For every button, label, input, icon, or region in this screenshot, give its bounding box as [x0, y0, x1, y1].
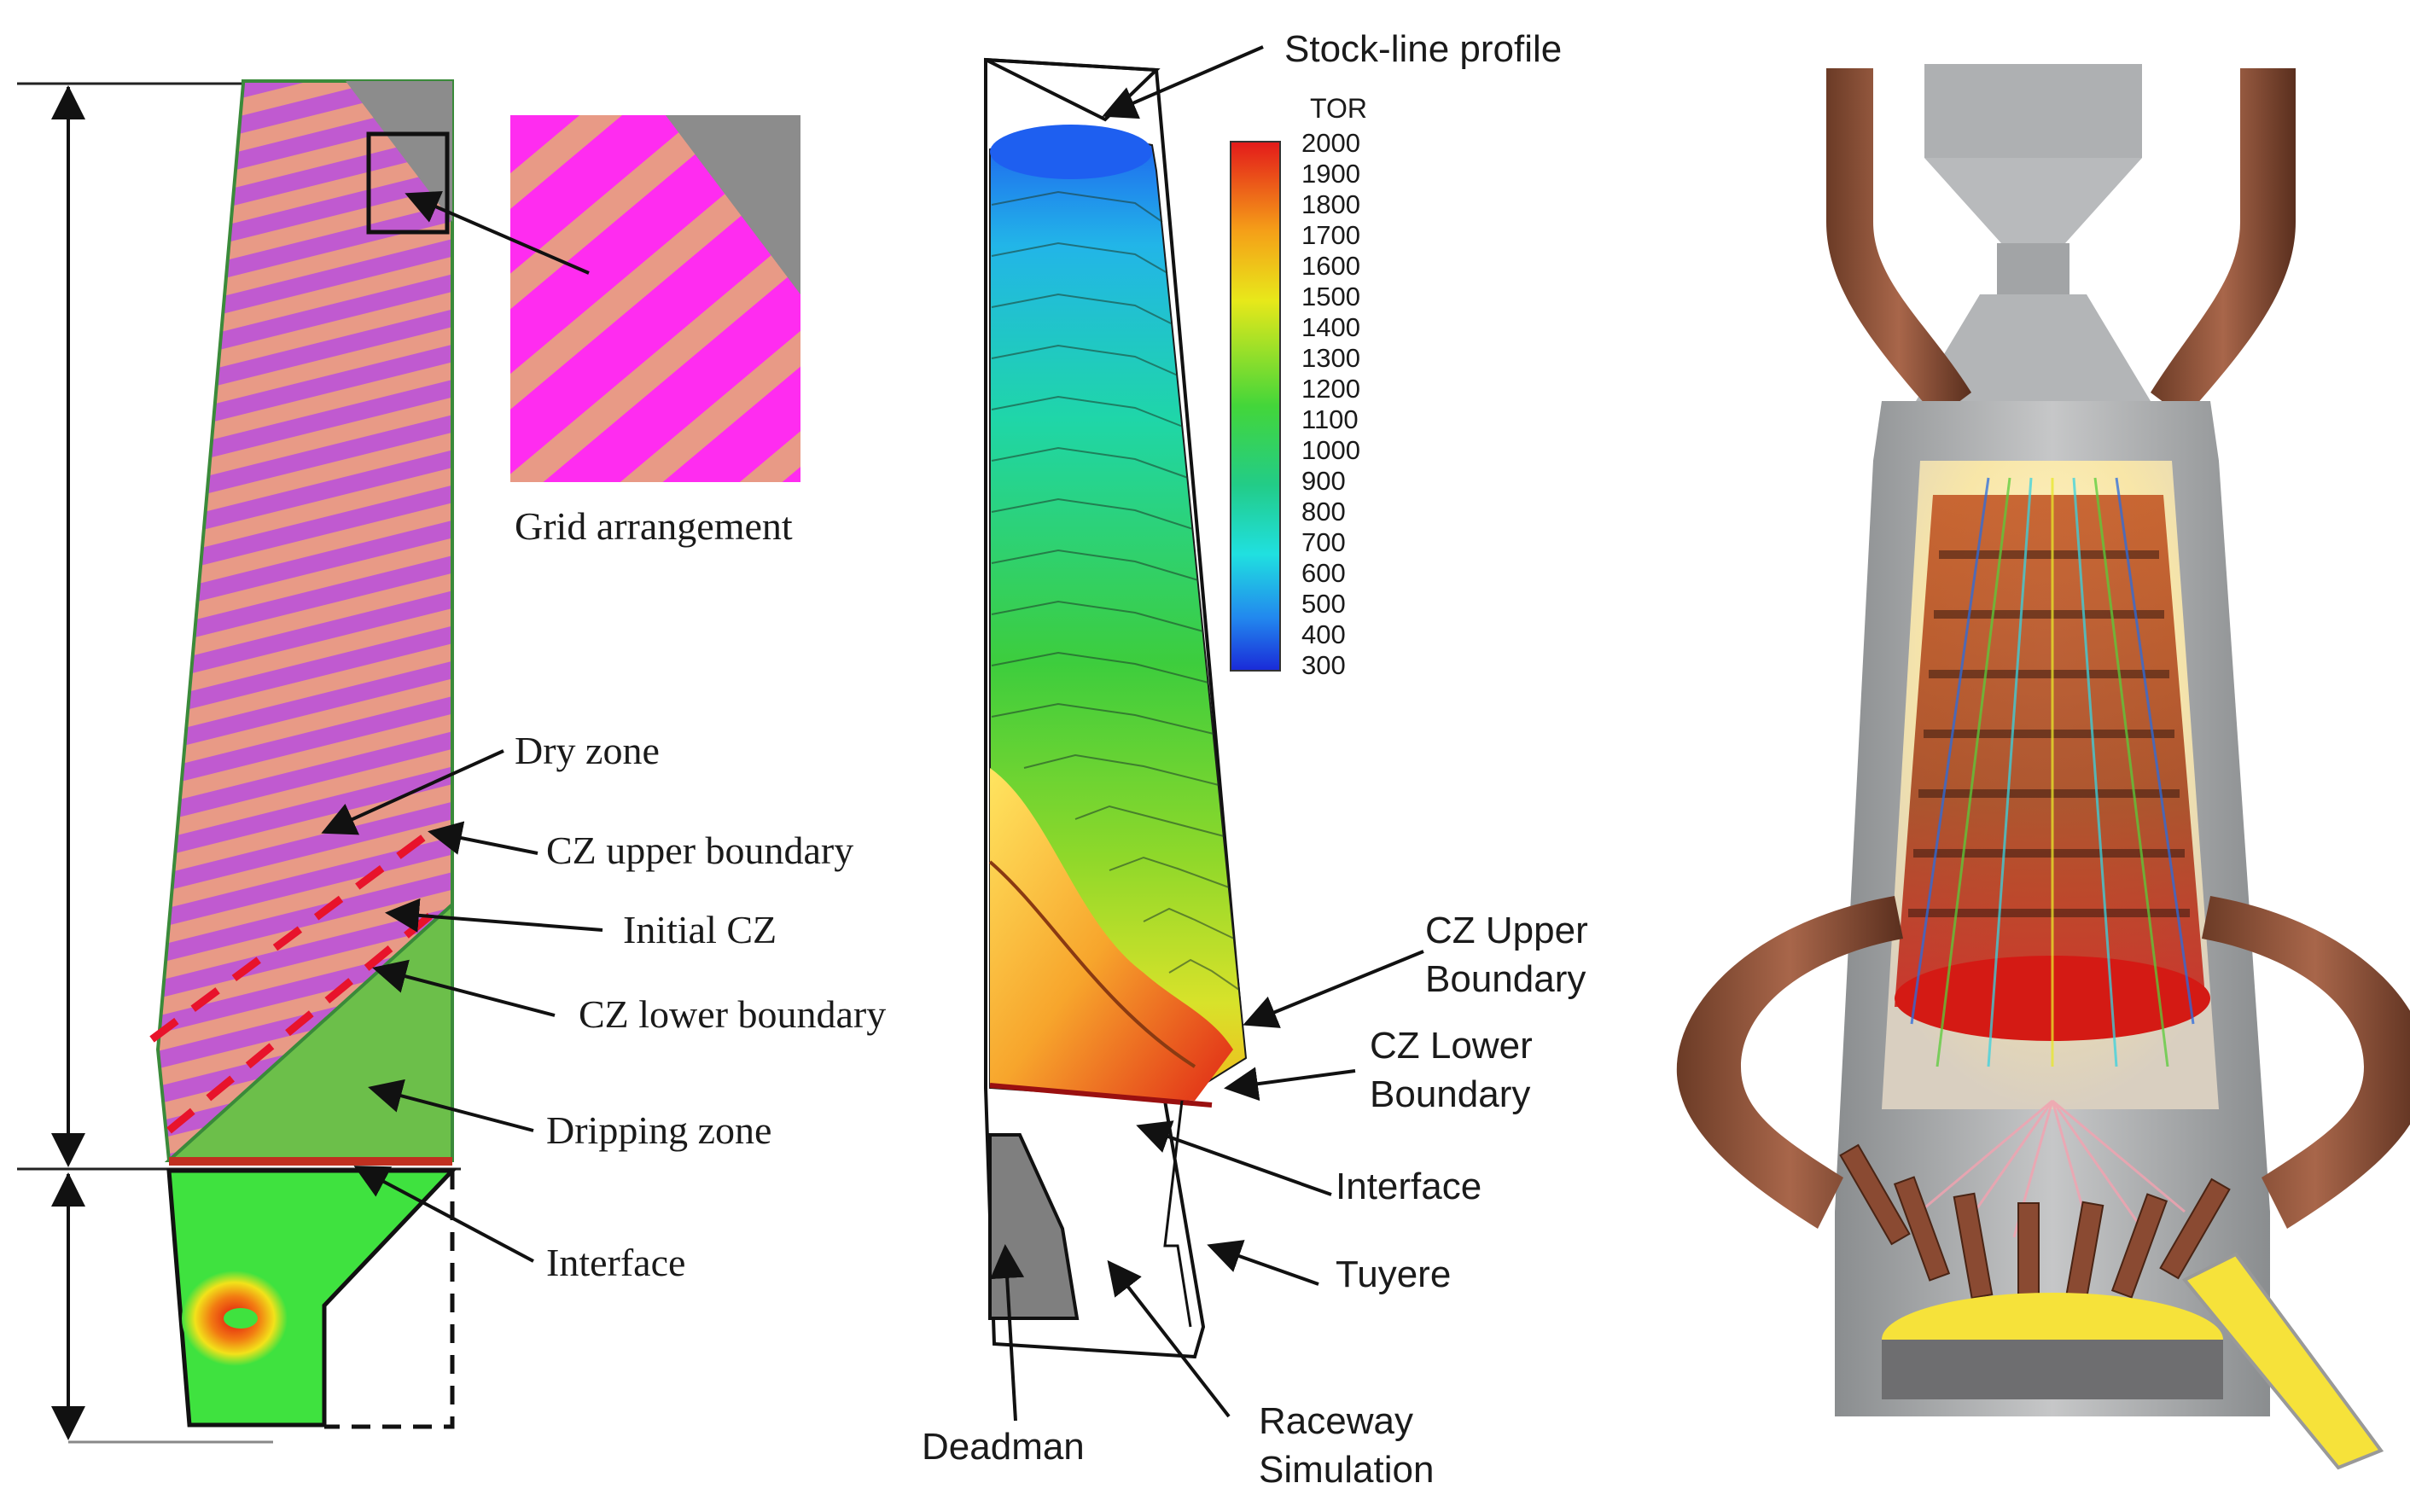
legend-tick-2000: 2000: [1301, 128, 1360, 158]
legend-tick-1000: 1000: [1301, 435, 1360, 465]
legend-tick-900: 900: [1301, 466, 1346, 496]
tuyere-stocks: [1839, 1143, 2231, 1308]
hearth-base: [1882, 1340, 2223, 1399]
gas-streamlines: [1910, 477, 2195, 1067]
cz-initial-dash: [166, 901, 446, 1134]
stock-line-wedge: [985, 58, 1161, 122]
legend-tick-labels: 2000190018001700160015001400130012001100…: [1301, 128, 1360, 680]
uptake-left: [1826, 68, 1971, 418]
cz-upper-boundary-dash: [149, 829, 434, 1043]
legend-tick-400: 400: [1301, 619, 1346, 649]
interface-bar: [169, 1157, 452, 1166]
legend-tick-1300: 1300: [1301, 343, 1360, 373]
interface-line-b: [989, 1083, 1213, 1108]
grid-arrangement-inset: [510, 115, 800, 482]
taphole-runner: [2181, 1252, 2384, 1470]
legend-tick-1900: 1900: [1301, 159, 1360, 189]
cz-lower-contour: [988, 860, 1196, 1068]
legend-title: TOR: [1310, 93, 1367, 124]
inset-marker-box: [366, 131, 450, 235]
stock-line-surface: [990, 125, 1152, 179]
legend-tick-1400: 1400: [1301, 312, 1360, 342]
legend-tick-1600: 1600: [1301, 251, 1360, 281]
label-cz-upper-b1: CZ Upper: [1425, 910, 1588, 951]
burden-layer-lines: [991, 190, 1240, 991]
bustle-pipe-right: [2202, 896, 2410, 1229]
legend-tick-1200: 1200: [1301, 374, 1360, 404]
top-hopper: [1924, 64, 2142, 158]
legend-tick-1700: 1700: [1301, 220, 1360, 250]
raceway-jets: [1919, 1099, 2186, 1238]
panel-a-grid-model: Grid arrangement Dry zone CZ upper bound…: [17, 79, 886, 1444]
legend-tick-700: 700: [1301, 527, 1346, 557]
tor-color-bar: [1230, 141, 1281, 672]
top-hopper-cone: [1924, 158, 2142, 243]
label-tuyere: Tuyere: [1336, 1253, 1451, 1295]
tuyere-nose: [224, 1308, 258, 1329]
bustle-pipe-left: [1676, 896, 1903, 1229]
top-burden-free-region: [346, 81, 452, 222]
burden-layers: [1895, 495, 2206, 1007]
panel-c-3d-render: [1676, 64, 2410, 1470]
deadman-region: [988, 1133, 1080, 1320]
label-initial-cz: Initial CZ: [623, 908, 777, 951]
legend-tick-600: 600: [1301, 558, 1346, 588]
label-cz-lower-b2: Boundary: [1370, 1073, 1530, 1115]
label-stock-line: Stock-line profile: [1284, 28, 1562, 70]
inset-caption: Grid arrangement: [515, 504, 793, 548]
label-cz-upper-b2: Boundary: [1425, 958, 1586, 1000]
label-cz-upper-boundary: CZ upper boundary: [546, 829, 853, 872]
legend-tick-1100: 1100: [1301, 404, 1359, 434]
hearth-dashed-outline: [324, 1171, 455, 1429]
cohesive-zone-region: [990, 768, 1233, 1101]
uptake-right: [2151, 68, 2296, 418]
legend-tick-1500: 1500: [1301, 282, 1360, 311]
label-raceway-1: Raceway: [1259, 1400, 1413, 1442]
legend-tick-500: 500: [1301, 589, 1346, 619]
tor-legend: TOR 200019001800170016001500140013001200…: [1230, 93, 1367, 680]
label-interface-b: Interface: [1336, 1166, 1482, 1207]
panel-b-temperature-model: TOR 200019001800170016001500140013001200…: [922, 28, 1588, 1491]
legend-tick-800: 800: [1301, 497, 1346, 526]
label-deadman: Deadman: [922, 1426, 1085, 1468]
label-cz-lower-b1: CZ Lower: [1370, 1025, 1533, 1067]
legend-tick-300: 300: [1301, 650, 1346, 680]
legend-tick-1800: 1800: [1301, 189, 1360, 219]
label-interface-a: Interface: [546, 1241, 685, 1284]
tuyere-outline: [1163, 1100, 1192, 1328]
label-raceway-2: Simulation: [1259, 1449, 1434, 1491]
inset-pointer-arrow: [405, 190, 590, 275]
label-dripping-zone: Dripping zone: [546, 1108, 771, 1152]
label-dry-zone: Dry zone: [515, 729, 660, 772]
label-cz-lower-boundary: CZ lower boundary: [579, 992, 886, 1036]
throat-cone: [1916, 294, 2151, 401]
burden-bands: [1908, 550, 2190, 917]
